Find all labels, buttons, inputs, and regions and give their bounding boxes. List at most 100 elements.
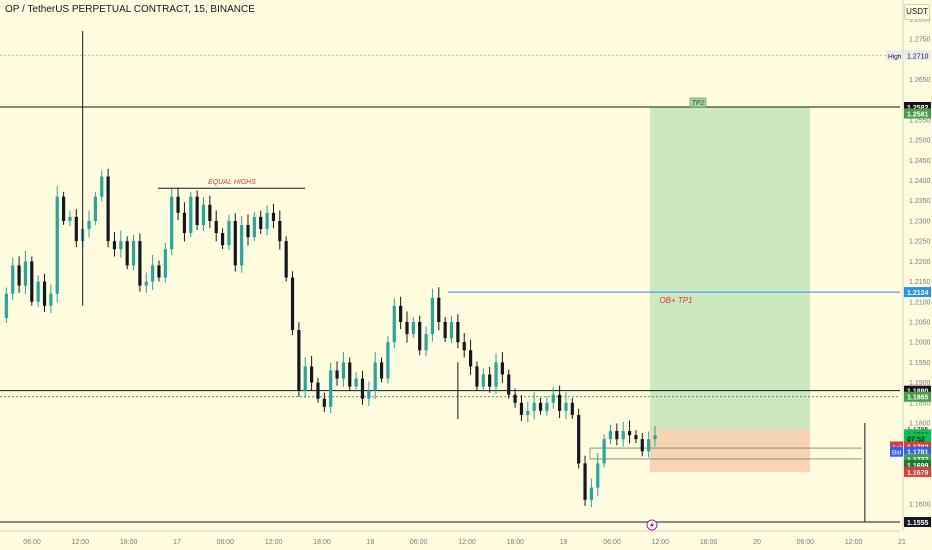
candle-body[interactable] [100, 176, 104, 197]
candle-body[interactable] [335, 370, 339, 379]
candle-body[interactable] [481, 374, 485, 387]
candle-body[interactable] [322, 398, 326, 407]
candle-body[interactable] [125, 241, 129, 266]
candle-body[interactable] [151, 265, 155, 282]
candle-body[interactable] [163, 249, 167, 278]
candle-body[interactable] [507, 374, 511, 395]
candle-body[interactable] [316, 382, 320, 399]
candle-body[interactable] [418, 321, 422, 351]
candle-body[interactable] [30, 261, 34, 302]
candle-body[interactable] [329, 370, 333, 407]
candle-body[interactable] [138, 241, 142, 286]
candle-body[interactable] [449, 321, 454, 339]
candle-body[interactable] [577, 414, 581, 464]
candle-body[interactable] [545, 402, 549, 411]
candle-body[interactable] [74, 216, 78, 242]
candle-body[interactable] [532, 402, 536, 411]
candle-body[interactable] [68, 216, 72, 221]
candle-body[interactable] [596, 463, 600, 488]
candle-body[interactable] [259, 216, 263, 230]
candle-body[interactable] [558, 394, 562, 411]
candle-body[interactable] [488, 374, 492, 387]
candle-body[interactable] [131, 241, 136, 266]
candle-body[interactable] [405, 321, 409, 335]
candle-body[interactable] [475, 366, 479, 387]
candle-body[interactable] [367, 390, 371, 399]
candle-body[interactable] [4, 293, 8, 318]
candle-body[interactable] [240, 224, 244, 266]
candle-body[interactable] [411, 321, 415, 335]
candle-body[interactable] [278, 220, 282, 242]
candle-body[interactable] [570, 402, 574, 415]
candle-body[interactable] [170, 196, 174, 250]
candle-body[interactable] [443, 321, 447, 339]
candle-body[interactable] [93, 196, 97, 221]
candle-body[interactable] [354, 378, 358, 387]
candle-body[interactable] [49, 293, 53, 306]
candle-body[interactable] [271, 212, 276, 221]
candle-body[interactable] [615, 431, 619, 440]
candle-body[interactable] [564, 402, 568, 411]
candle-body[interactable] [437, 297, 441, 322]
candle-body[interactable] [627, 431, 632, 436]
candle-body[interactable] [55, 196, 59, 294]
candle-body[interactable] [500, 362, 504, 375]
candle-body[interactable] [233, 220, 237, 266]
candle-body[interactable] [640, 439, 644, 452]
candle-body[interactable] [538, 402, 543, 411]
candle-body[interactable] [182, 212, 187, 234]
candle-body[interactable] [494, 362, 498, 387]
candle-body[interactable] [23, 261, 28, 286]
candle-body[interactable] [621, 431, 625, 440]
candle-body[interactable] [36, 281, 40, 302]
candle-body[interactable] [310, 366, 314, 383]
candle-body[interactable] [112, 241, 117, 250]
candle-body[interactable] [290, 277, 295, 331]
candle-body[interactable] [220, 233, 225, 246]
candle-body[interactable] [456, 321, 460, 343]
candle-body[interactable] [265, 212, 269, 230]
candle-body[interactable] [297, 330, 301, 391]
candle-body[interactable] [386, 342, 390, 379]
time-axis[interactable]: 06:00 12:00 18:00 17 06:00 12:00 18:00 18 06:00 1… [0, 530, 906, 546]
candle-body[interactable] [360, 378, 365, 399]
candle-body[interactable] [11, 265, 15, 294]
candle-body[interactable] [227, 220, 231, 246]
candle-body[interactable] [157, 265, 161, 278]
candle-body[interactable] [246, 224, 250, 238]
candle-body[interactable] [348, 362, 352, 387]
price-axis[interactable]: 1.28001.27501.26501.25501.25001.24501.24… [886, 0, 931, 531]
candle-body[interactable] [468, 350, 473, 367]
candle-body[interactable] [144, 281, 148, 286]
candle-body[interactable] [119, 241, 123, 250]
candle-body[interactable] [526, 410, 530, 415]
target-zone[interactable] [650, 107, 810, 430]
candle-body[interactable] [392, 305, 396, 343]
candle-body[interactable] [551, 394, 555, 403]
candle-body[interactable] [341, 362, 345, 379]
candle-body[interactable] [17, 265, 21, 286]
currency-button[interactable]: USDT [904, 4, 930, 20]
candle-body[interactable] [208, 204, 212, 221]
stop-zone[interactable] [650, 429, 810, 472]
candle-body[interactable] [61, 196, 66, 221]
candle-body[interactable] [608, 431, 613, 440]
candle-body[interactable] [430, 297, 435, 335]
candle-body[interactable] [189, 196, 193, 234]
candle-body[interactable] [513, 394, 517, 403]
candle-body[interactable] [519, 402, 524, 415]
candle-body[interactable] [252, 216, 256, 238]
candle-body[interactable] [462, 342, 466, 351]
candle-body[interactable] [379, 362, 384, 379]
candle-body[interactable] [653, 435, 657, 440]
candle-body[interactable] [634, 435, 638, 440]
candle-body[interactable] [303, 366, 307, 391]
candle-body[interactable] [176, 196, 180, 213]
candle-body[interactable] [602, 439, 606, 464]
candle-body[interactable] [373, 362, 377, 391]
candle-body[interactable] [399, 305, 403, 322]
candle-body[interactable] [583, 463, 587, 500]
candle-body[interactable] [87, 220, 91, 230]
candle-body[interactable] [201, 204, 206, 225]
